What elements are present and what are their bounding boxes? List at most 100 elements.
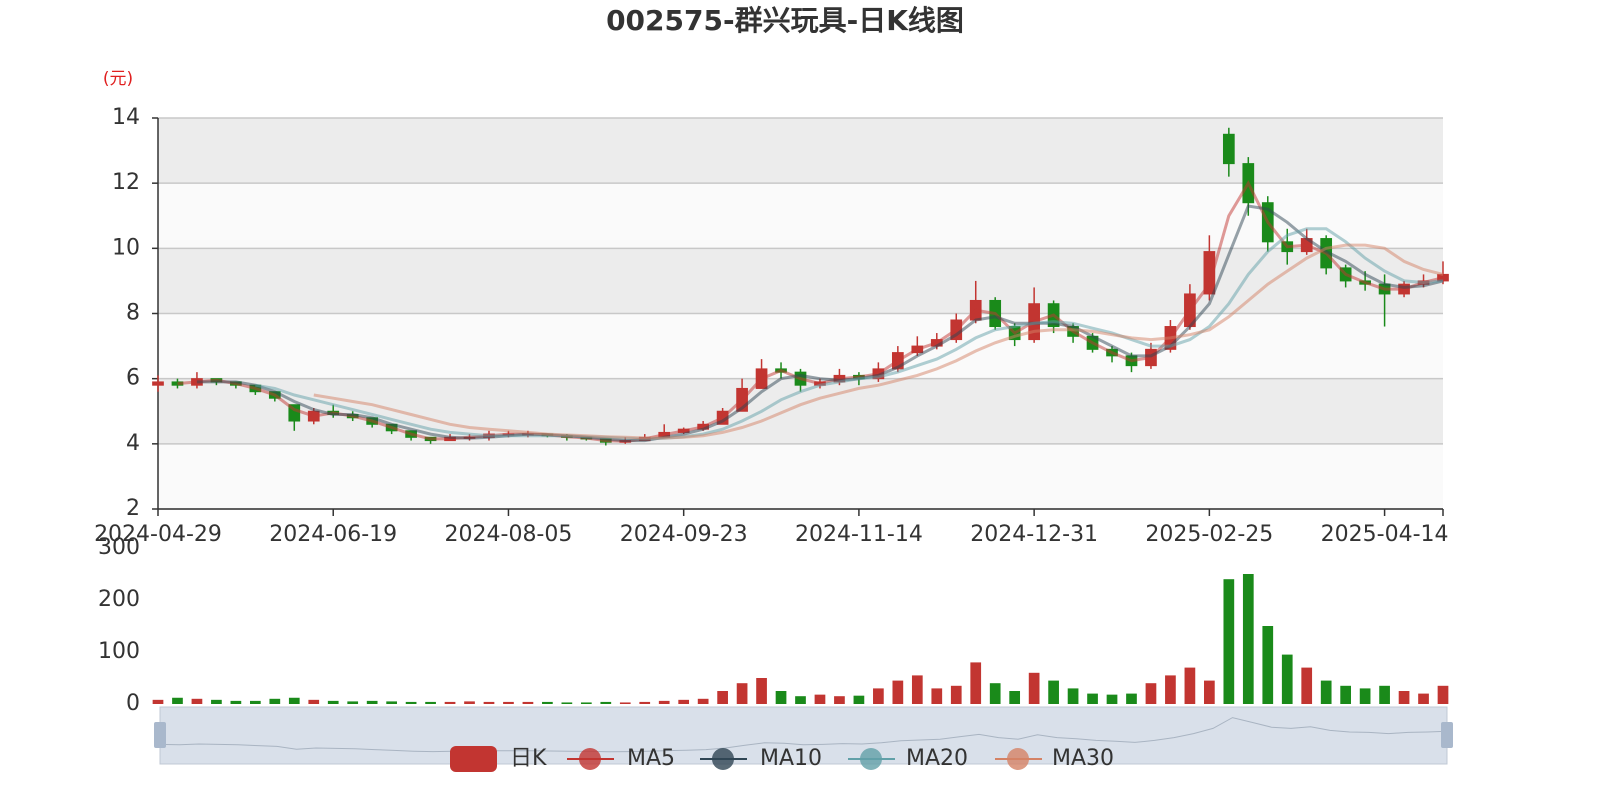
chart-title: 002575-群兴玩具-日K线图 [606, 4, 964, 37]
volume-bar [269, 698, 281, 704]
volume-bar [1437, 685, 1449, 704]
volume-bar [1262, 626, 1274, 704]
volume-bar [483, 701, 495, 704]
volume-bar [503, 701, 514, 704]
volume-bar [853, 695, 865, 704]
volume-bar [366, 700, 378, 704]
legend-label[interactable]: MA10 [760, 746, 822, 771]
zoom-handle[interactable] [1441, 722, 1453, 748]
volume-tick-label: 300 [98, 535, 140, 560]
grid-band [158, 443, 1443, 509]
legend-label[interactable]: 日K [510, 746, 547, 771]
legend-label[interactable]: MA30 [1052, 746, 1114, 771]
x-tick-label: 2025-04-14 [1321, 522, 1449, 547]
volume-bar [191, 698, 203, 704]
volume-bar [1145, 683, 1157, 704]
volume-bar [1398, 691, 1410, 704]
volume-bar [795, 696, 806, 704]
grid-band [158, 313, 1443, 379]
volume-bar [1126, 693, 1137, 704]
zoom-overview [159, 717, 1448, 753]
volume-bar [211, 699, 222, 704]
volume-bar [386, 701, 397, 704]
volume-bar [1340, 685, 1352, 704]
volume-bar [1184, 667, 1196, 704]
zoom-slider [159, 706, 1448, 765]
legend-icon[interactable] [579, 748, 601, 770]
volume-bar [970, 662, 982, 704]
legend-icon[interactable] [712, 748, 734, 770]
ma-line [255, 227, 1444, 441]
volume-bar [249, 700, 261, 704]
volume-bar [1106, 694, 1118, 704]
volume-bar [347, 701, 359, 704]
volume-bar [892, 680, 904, 704]
y-tick-label: 10 [112, 235, 140, 260]
y-tick-label: 6 [126, 366, 140, 391]
volume-bar [600, 701, 612, 704]
volume-bar [1320, 680, 1332, 704]
legend-icon[interactable] [860, 748, 882, 770]
zoom-handle[interactable] [154, 722, 166, 748]
volume-bar [639, 701, 651, 704]
x-tick-label: 2024-08-05 [445, 522, 573, 547]
candle-body [152, 381, 164, 386]
volume-bar [989, 683, 1001, 704]
volume-bar [1418, 693, 1429, 704]
volume-bar [1379, 685, 1390, 704]
legend-icon[interactable] [450, 746, 497, 772]
volume-bar [697, 698, 709, 704]
volume-bar [911, 675, 923, 704]
volume-bar [288, 697, 300, 704]
volume-bar [172, 697, 183, 704]
volume-tick-label: 0 [126, 691, 140, 716]
x-tick-label: 2024-06-19 [269, 522, 397, 547]
volume-tick-label: 200 [98, 587, 140, 612]
volume-bar [717, 691, 728, 704]
volume-bar [1204, 680, 1215, 704]
x-tick-label: 2024-12-31 [970, 522, 1098, 547]
y-unit: (元) [103, 69, 133, 89]
volume-bar [619, 702, 631, 704]
y-tick-label: 8 [126, 301, 140, 326]
y-tick-label: 12 [112, 170, 140, 195]
candle-body [1203, 251, 1216, 295]
volume-bar [950, 685, 962, 704]
volume-bar [464, 701, 475, 704]
candle-body [1222, 133, 1235, 165]
x-tick-label: 2025-02-25 [1145, 522, 1273, 547]
volume-bar [1223, 579, 1235, 704]
volume-bar [756, 678, 767, 704]
volume-bar [1028, 672, 1040, 704]
legend-label[interactable]: MA20 [906, 746, 968, 771]
ma-line [177, 180, 1444, 443]
volume-bar [814, 694, 826, 704]
x-tick-label: 2024-09-23 [620, 522, 748, 547]
x-tick-label: 2024-04-29 [94, 522, 222, 547]
y-tick-label: 4 [126, 431, 140, 456]
volume-bar [1048, 680, 1059, 704]
y-tick-label: 14 [112, 105, 140, 130]
ma-line [313, 243, 1444, 440]
ma-line [196, 204, 1444, 443]
legend-icon[interactable] [1007, 748, 1029, 770]
volume-bar [1359, 688, 1371, 704]
volume-bar [580, 702, 592, 704]
volume-bar [1281, 654, 1293, 704]
volume-bar [542, 701, 553, 704]
volume-bar [230, 700, 242, 704]
volume-bar [834, 696, 845, 704]
volume-bar [561, 702, 573, 704]
volume-bar [405, 701, 417, 704]
y-tick-label: 2 [126, 496, 140, 521]
x-tick-label: 2024-11-14 [795, 522, 923, 547]
volume-bar [1067, 688, 1079, 704]
volume-bar [1087, 693, 1098, 704]
volume-bar [1242, 574, 1254, 704]
volume-bar [873, 688, 884, 704]
grid-band [158, 248, 1443, 314]
volume-bar [1301, 667, 1313, 704]
volume-bar [775, 691, 787, 704]
legend-label[interactable]: MA5 [627, 746, 675, 771]
